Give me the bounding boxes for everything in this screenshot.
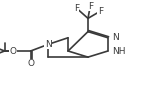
Text: F: F bbox=[74, 4, 79, 13]
Text: N: N bbox=[45, 40, 52, 49]
Text: O: O bbox=[9, 47, 17, 55]
Text: F: F bbox=[98, 7, 103, 16]
Text: F: F bbox=[88, 2, 93, 11]
Text: O: O bbox=[27, 59, 34, 68]
Text: NH: NH bbox=[112, 47, 126, 55]
Text: N: N bbox=[112, 33, 119, 42]
